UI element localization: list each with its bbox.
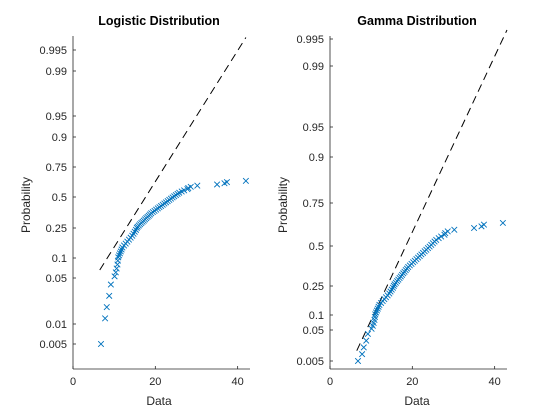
logistic-data-point (194, 182, 201, 189)
gamma-data-point (354, 357, 362, 365)
logistic-y-tick-label: 0.05 (46, 273, 67, 285)
logistic-data-point (115, 254, 122, 261)
gamma-axes: Gamma Distribution Probability Data 0.00… (276, 14, 508, 408)
gamma-data-point (444, 228, 451, 235)
logistic-y-tick-label: 0.01 (46, 319, 67, 331)
logistic-data-point (107, 281, 114, 288)
logistic-data-point (106, 292, 113, 299)
logistic-data-point (97, 340, 105, 348)
gamma-data-point (360, 344, 367, 351)
gamma-data-point (438, 233, 445, 240)
logistic-ylabel: Probability (19, 177, 33, 233)
gamma-data-point (373, 307, 381, 314)
logistic-data-point (103, 303, 110, 311)
logistic-x-tick-label: 40 (232, 376, 244, 388)
logistic-data-point (181, 187, 188, 194)
gamma-y-tick-label: 0.1 (309, 310, 324, 322)
gamma-y-tick-label: 0.05 (303, 325, 324, 337)
logistic-data-point (242, 177, 250, 185)
logistic-data-point (117, 248, 124, 255)
logistic-reference-line (99, 37, 247, 271)
gamma-plot-area: 0.005 0.05 0.1 0.25 0.5 0.75 0.9 0.95 0.99 0.995 0… (296, 29, 508, 388)
logistic-y-tick-label: 0.99 (46, 66, 67, 78)
gamma-y-tick-label: 0.005 (296, 356, 324, 368)
logistic-title: Logistic Distribution (98, 14, 220, 28)
gamma-x-tick-label: 40 (489, 376, 501, 388)
gamma-y-tick-label: 0.5 (309, 241, 324, 253)
logistic-x-tick-label: 0 (70, 376, 76, 388)
logistic-y-tick-label: 0.75 (46, 162, 67, 174)
gamma-y-tick-label: 0.75 (303, 198, 324, 210)
gamma-data-point (470, 224, 478, 232)
logistic-y-tick-label: 0.95 (46, 111, 67, 123)
logistic-data-point (115, 252, 123, 259)
logistic-data-point (101, 315, 109, 322)
logistic-y-tick-label: 0.25 (46, 223, 67, 235)
gamma-data-point (389, 284, 397, 291)
logistic-data-point (187, 183, 194, 190)
gamma-y-tick-label: 0.95 (303, 122, 324, 134)
logistic-data-point (213, 181, 221, 188)
logistic-data-point (132, 226, 140, 233)
logistic-data-point (111, 273, 118, 280)
logistic-y-tick-label: 0.9 (52, 132, 67, 144)
logistic-y-tick-label: 0.5 (52, 192, 67, 204)
logistic-data-point (116, 250, 124, 257)
gamma-y-tick-label: 0.995 (296, 34, 324, 46)
gamma-data-point (364, 330, 371, 338)
gamma-ylabel: Probability (276, 177, 290, 233)
gamma-y-tick-label: 0.25 (303, 281, 324, 293)
gamma-data-point (363, 337, 370, 344)
gamma-data-point (375, 303, 382, 310)
gamma-y-tick-label: 0.99 (303, 61, 324, 73)
gamma-data-point (390, 282, 397, 290)
gamma-data-point (499, 219, 507, 227)
gamma-title: Gamma Distribution (357, 14, 476, 28)
logistic-plot-area: 0.005 0.01 0.05 0.1 0.25 0.5 0.75 0.9 0.95 0.99 0.… (39, 36, 250, 388)
gamma-data-point (374, 305, 381, 312)
logistic-y-tick-label: 0.005 (39, 339, 67, 351)
logistic-data-point (118, 246, 125, 253)
gamma-data-point (372, 311, 379, 318)
logistic-x-tick-label: 20 (149, 376, 161, 388)
logistic-y-tick-label: 0.1 (52, 253, 67, 265)
gamma-y-tick-label: 0.9 (309, 152, 324, 164)
logistic-axes: Logistic Distribution Probability Data 0… (19, 14, 250, 408)
logistic-xlabel: Data (146, 394, 172, 408)
gamma-data-point (451, 226, 458, 233)
logistic-data-point (112, 269, 119, 276)
gamma-data-point (358, 351, 366, 358)
gamma-data-point (371, 313, 378, 321)
logistic-y-tick-label: 0.995 (39, 45, 67, 57)
gamma-xlabel: Data (404, 394, 430, 408)
logistic-data-point (223, 178, 231, 186)
gamma-data-point (372, 309, 380, 316)
gamma-data-point (480, 221, 488, 228)
gamma-x-tick-label: 0 (327, 376, 333, 388)
gamma-x-tick-label: 20 (406, 376, 418, 388)
